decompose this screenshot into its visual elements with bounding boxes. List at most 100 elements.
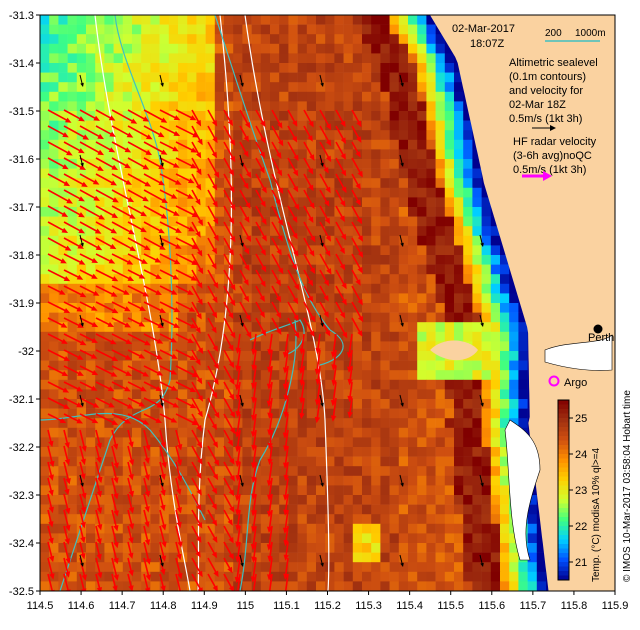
sst-cell <box>224 235 234 246</box>
radar-velocity-arrow <box>319 205 330 225</box>
sst-cell <box>196 351 206 361</box>
sst-cell <box>86 408 96 419</box>
sst-cell <box>435 274 446 285</box>
radar-velocity-arrow <box>207 445 220 467</box>
radar-velocity-arrow <box>95 349 119 362</box>
sst-cell <box>150 101 160 112</box>
sst-cell <box>242 283 252 294</box>
sst-cell <box>270 399 280 409</box>
sst-cell <box>159 82 170 93</box>
sst-cell <box>334 24 344 35</box>
sst-cell <box>490 389 501 400</box>
sst-cell <box>233 466 243 477</box>
sst-cell <box>398 283 409 294</box>
sst-cell <box>408 226 418 237</box>
sst-cell <box>325 351 335 361</box>
sst-cell <box>113 15 124 25</box>
sst-cell <box>67 139 78 150</box>
sst-cell <box>371 360 381 371</box>
sst-cell <box>454 274 464 285</box>
radar-velocity-arrow <box>111 349 132 360</box>
sst-cell <box>297 187 308 198</box>
sst-cell <box>58 43 68 54</box>
sst-cell <box>334 15 344 25</box>
sst-cell <box>417 437 427 448</box>
radar-velocity-arrow <box>63 189 85 202</box>
sst-cell <box>260 418 271 429</box>
sst-cell <box>352 255 363 265</box>
sst-cell <box>86 53 96 64</box>
radar-velocity-arrow <box>303 173 314 192</box>
sst-cell <box>132 15 142 25</box>
sst-cell <box>325 581 335 591</box>
sst-cell <box>187 63 197 73</box>
radar-velocity-arrow <box>111 253 134 265</box>
radar-velocity-arrow <box>63 493 71 515</box>
sst-cell <box>214 187 225 198</box>
sst-cell <box>150 34 160 45</box>
sst-cell <box>86 552 96 563</box>
sst-cell <box>205 495 216 505</box>
sst-cell <box>398 34 409 45</box>
sst-cell <box>251 264 262 275</box>
sst-cell <box>242 514 252 525</box>
sst-cell <box>67 562 78 573</box>
sst-cell <box>113 24 124 35</box>
sst-cell <box>408 418 418 429</box>
sst-cell <box>260 552 271 563</box>
sst-cell <box>76 456 87 467</box>
sst-cell <box>58 63 68 73</box>
sst-cell <box>196 197 206 208</box>
sst-cell <box>279 101 289 112</box>
sst-cell <box>288 91 298 102</box>
sst-cell <box>316 43 326 54</box>
sst-cell <box>380 552 390 563</box>
sst-cell <box>500 485 510 496</box>
sst-cell <box>297 43 308 54</box>
sst-cell <box>417 312 427 323</box>
sst-cell <box>187 293 197 304</box>
radar-velocity-arrow <box>79 125 104 140</box>
sst-cell <box>95 91 105 102</box>
sst-cell <box>362 283 372 294</box>
sst-cell <box>251 207 262 217</box>
sst-cell <box>454 235 464 246</box>
sst-cell <box>527 552 538 563</box>
sst-cell <box>187 72 197 83</box>
radar-velocity-arrow <box>79 557 87 581</box>
sst-cell <box>187 466 197 477</box>
sst-cell <box>352 552 363 563</box>
sst-cell <box>40 216 50 227</box>
sst-cell <box>389 447 400 457</box>
sst-cell <box>205 274 216 285</box>
sst-cell <box>371 475 381 486</box>
sst-cell <box>417 178 427 189</box>
sst-cell <box>132 149 142 160</box>
sst-cell <box>380 437 390 448</box>
sst-cell <box>435 91 446 102</box>
sst-cell <box>343 562 354 573</box>
sst-cell <box>444 514 455 525</box>
radar-velocity-arrow <box>335 141 346 160</box>
sst-cell <box>435 312 446 323</box>
sst-cell <box>86 456 96 467</box>
sst-cell <box>187 187 197 198</box>
sst-cell <box>362 399 372 409</box>
sst-cell <box>168 408 179 419</box>
sst-cell <box>472 552 482 563</box>
radar-velocity-arrow <box>127 141 153 156</box>
sst-cell <box>362 235 372 246</box>
x-tick-label: 115.1 <box>273 600 300 612</box>
sst-cell <box>233 24 243 35</box>
sst-cell <box>334 427 344 438</box>
sst-cell <box>398 475 409 486</box>
sst-cell <box>150 130 160 141</box>
radar-velocity-arrow <box>143 317 165 329</box>
sst-cell <box>435 159 446 169</box>
sst-cell <box>472 399 482 409</box>
sst-cell <box>417 581 427 591</box>
radar-velocity-arrow <box>127 221 147 233</box>
sst-cell <box>380 72 390 83</box>
sst-cell <box>67 331 78 342</box>
sst-cell <box>150 543 160 553</box>
